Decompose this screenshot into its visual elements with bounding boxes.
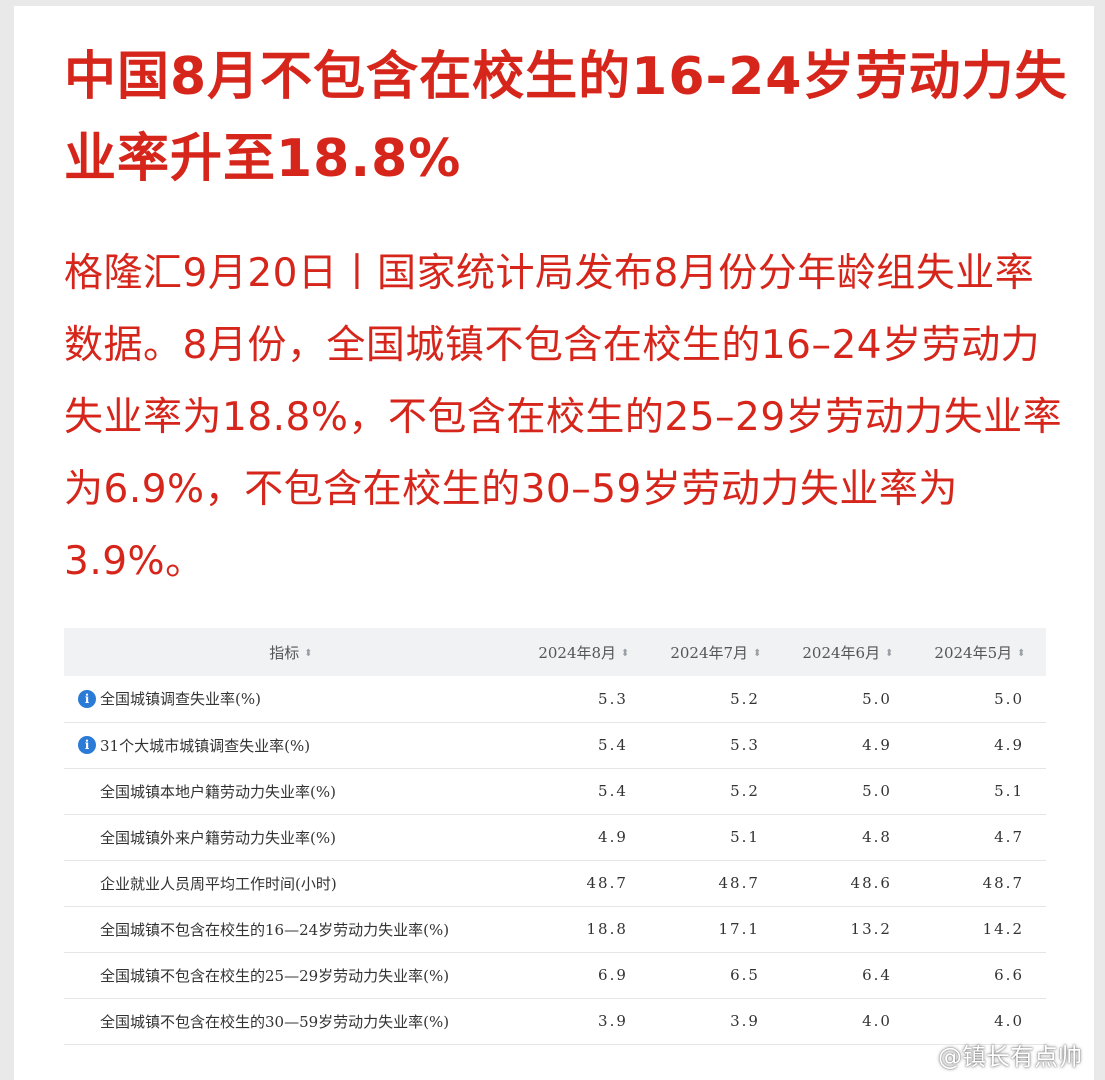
value-cell: 18.8 [586,920,628,938]
table-header-row: 指标 ⬍ 2024年8月 ⬍ 2024年7月 ⬍ 2024年6月 ⬍ 2024年5月 ⬍ [64,628,1046,676]
header-period[interactable]: 2024年6月 ⬍ [782,628,914,676]
value-cell: 4.0 [862,1012,892,1030]
value-cell: 5.0 [994,689,1024,708]
info-icon[interactable]: i [78,689,96,708]
indicator-cell: 全国城镇不包含在校生的16—24岁劳动力失业率(%) [64,906,518,952]
value-cell: 48.6 [850,874,892,892]
value-cell: 5.4 [598,782,628,800]
value-cell: 17.1 [718,920,760,938]
value-cell: 4.9 [862,736,892,754]
value-cell: 5.2 [730,689,760,708]
header-label: 2024年7月 [670,643,749,662]
value-cell: 4.0 [994,1012,1024,1030]
table-row: i 31个大城市城镇调查失业率(%) 5.4 5.3 4.9 4.9 [64,722,1046,768]
indicator-cell: 全国城镇外来户籍劳动力失业率(%) [64,814,518,860]
value-cell: 5.1 [994,782,1024,800]
value-cell: 6.9 [598,966,628,984]
indicator-label: 31个大城市城镇调查失业率(%) [100,736,311,755]
indicator-cell: i 全国城镇调查失业率(%) [64,676,518,722]
header-label: 2024年8月 [538,643,617,662]
value-cell: 5.3 [730,736,760,754]
header-period[interactable]: 2024年7月 ⬍ [650,628,782,676]
header-period[interactable]: 2024年5月 ⬍ [914,628,1046,676]
indicator-label: 全国城镇外来户籍劳动力失业率(%) [100,828,336,847]
value-cell: 6.4 [862,966,892,984]
value-cell: 4.9 [994,736,1024,754]
value-cell: 5.3 [598,689,628,708]
value-cell: 4.7 [994,828,1024,846]
sort-arrows-icon[interactable]: ⬍ [753,647,762,659]
watermark-text: @镇长有点帅 [938,1043,1082,1071]
value-cell: 48.7 [718,874,760,892]
sort-arrows-icon[interactable]: ⬍ [1017,647,1026,659]
value-cell: 14.2 [982,920,1024,938]
value-cell: 48.7 [586,874,628,892]
header-indicator[interactable]: 指标 ⬍ [64,628,518,676]
article-screenshot: 中国8月不包含在校生的16-24岁劳动力失业率升至18.8% 格隆汇9月20日丨… [14,6,1094,1080]
sort-arrows-icon[interactable]: ⬍ [885,647,894,659]
value-cell: 3.9 [730,1012,760,1030]
table-row: 全国城镇不包含在校生的16—24岁劳动力失业率(%) 18.8 17.1 13.2 14… [64,906,1046,952]
header-label: 2024年6月 [802,643,881,662]
unemployment-statistics-table: 指标 ⬍ 2024年8月 ⬍ 2024年7月 ⬍ 2024年6月 ⬍ 2024年5月 ⬍ [64,628,1046,1045]
value-cell: 5.2 [730,782,760,800]
value-cell: 5.0 [862,782,892,800]
table-row: i 全国城镇调查失业率(%) 5.3 5.2 5.0 5.0 [64,676,1046,722]
table-row: 全国城镇不包含在校生的25—29岁劳动力失业率(%) 6.9 6.5 6.4 6.6 [64,952,1046,998]
table-row: 全国城镇本地户籍劳动力失业率(%) 5.4 5.2 5.0 5.1 [64,768,1046,814]
indicator-label: 全国城镇不包含在校生的30—59岁劳动力失业率(%) [100,1012,450,1031]
value-cell: 6.5 [730,966,760,984]
indicator-label: 全国城镇调查失业率(%) [100,690,261,709]
weibo-logo-icon [912,1048,935,1068]
watermark: @镇长有点帅 [912,1037,1082,1072]
table-body: i 全国城镇调查失业率(%) 5.3 5.2 5.0 5.0 i 31个大城市城镇调查失业率(… [64,676,1046,1044]
value-cell: 4.8 [862,828,892,846]
indicator-label: 企业就业人员周平均工作时间(小时) [100,874,337,893]
headline: 中国8月不包含在校生的16-24岁劳动力失业率升至18.8% [64,47,1068,189]
lead-paragraph: 格隆汇9月20日丨国家统计局发布8月份分年龄组失业率数据。8月份，全国城镇不包含… [64,251,1063,584]
info-icon[interactable]: i [78,736,96,754]
value-cell: 5.0 [862,689,892,708]
indicator-cell: 全国城镇不包含在校生的30—59岁劳动力失业率(%) [64,998,518,1044]
sort-arrows-icon[interactable]: ⬍ [621,647,630,659]
header-label: 指标 [269,643,300,662]
value-cell: 5.1 [730,828,760,846]
indicator-cell: 全国城镇不包含在校生的25—29岁劳动力失业率(%) [64,952,518,998]
value-cell: 6.6 [994,966,1024,984]
value-cell: 3.9 [598,1012,628,1030]
indicator-cell: i 31个大城市城镇调查失业率(%) [64,722,518,768]
value-cell: 48.7 [982,874,1024,892]
indicator-label: 全国城镇不包含在校生的25—29岁劳动力失业率(%) [100,966,450,985]
header-label: 2024年5月 [934,643,1013,662]
value-cell: 4.9 [598,828,628,846]
table-row: 全国城镇外来户籍劳动力失业率(%) 4.9 5.1 4.8 4.7 [64,814,1046,860]
indicator-cell: 全国城镇本地户籍劳动力失业率(%) [64,768,518,814]
indicator-cell: 企业就业人员周平均工作时间(小时) [64,860,518,906]
indicator-label: 全国城镇本地户籍劳动力失业率(%) [100,782,336,801]
header-period[interactable]: 2024年8月 ⬍ [518,628,650,676]
table-row: 企业就业人员周平均工作时间(小时) 48.7 48.7 48.6 48.7 [64,860,1046,906]
table-row: 全国城镇不包含在校生的30—59岁劳动力失业率(%) 3.9 3.9 4.0 4.0 [64,998,1046,1044]
statistics-table-container: 指标 ⬍ 2024年8月 ⬍ 2024年7月 ⬍ 2024年6月 ⬍ 2024年5月 ⬍ [64,628,1046,1045]
value-cell: 13.2 [850,920,892,938]
sort-arrows-icon[interactable]: ⬍ [304,647,313,659]
indicator-label: 全国城镇不包含在校生的16—24岁劳动力失业率(%) [100,920,450,939]
value-cell: 5.4 [598,736,628,754]
